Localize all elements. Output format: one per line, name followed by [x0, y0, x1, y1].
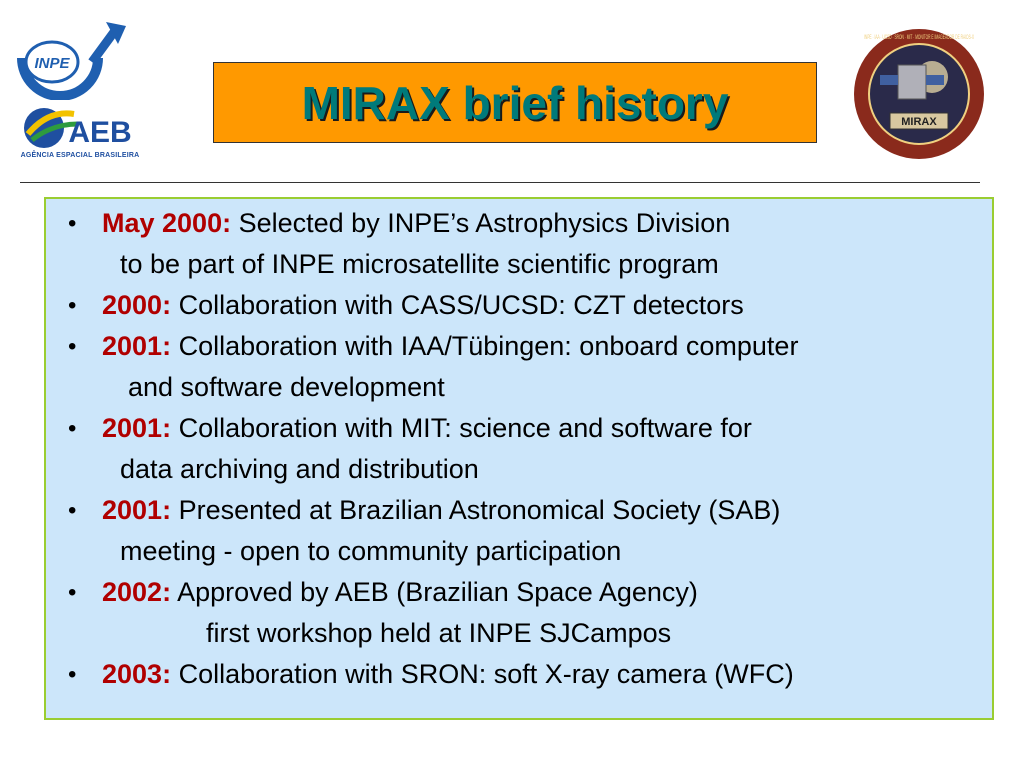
list-item: • 2001: Collaboration with IAA/Tübingen:…: [56, 326, 798, 408]
bullet: •: [68, 579, 77, 606]
list-item: • 2002: Approved by AEB (Brazilian Space…: [56, 572, 798, 654]
history-year: 2001:: [102, 495, 172, 525]
bullet: •: [68, 210, 77, 237]
aeb-caption: AGÊNCIA ESPACIAL BRASILEIRA: [20, 152, 140, 159]
history-text: Collaboration with IAA/Tübingen: onboard…: [178, 331, 799, 361]
history-panel: • May 2000: Selected by INPE’s Astrophys…: [44, 197, 994, 720]
history-text: Collaboration with CASS/UCSD: CZT detect…: [178, 290, 744, 320]
history-text-continued: meeting - open to community participatio…: [120, 536, 622, 566]
list-item: • 2003: Collaboration with SRON: soft X-…: [56, 654, 798, 695]
title-box: MIRAX brief history: [213, 62, 817, 143]
bullet: •: [68, 415, 77, 442]
aeb-logo: AEB AGÊNCIA ESPACIAL BRASILEIRA: [18, 100, 142, 162]
history-text: Presented at Brazilian Astronomical Soci…: [178, 495, 781, 525]
mirax-badge-ring-text: INPE · IAA · UCSD · SRON · MIT · MONITOR…: [864, 35, 974, 41]
list-item: • 2001: Collaboration with MIT: science …: [56, 408, 798, 490]
inpe-logo-text: INPE: [34, 55, 70, 72]
bullet: •: [68, 333, 77, 360]
bullet: •: [68, 292, 77, 319]
bullet: •: [68, 497, 77, 524]
list-item: • May 2000: Selected by INPE’s Astrophys…: [56, 203, 798, 285]
bullet: •: [68, 661, 77, 688]
history-text: Collaboration with SRON: soft X-ray came…: [178, 659, 794, 689]
mirax-badge-text: MIRAX: [901, 116, 937, 128]
aeb-logo-text: AEB: [68, 116, 131, 149]
history-year: May 2000:: [102, 208, 232, 238]
history-list: • May 2000: Selected by INPE’s Astrophys…: [56, 203, 798, 695]
inpe-logo: INPE: [14, 18, 130, 101]
history-text-continued: and software development: [128, 372, 445, 402]
history-text-continued: first workshop held at INPE SJCampos: [206, 618, 672, 648]
history-year: 2001:: [102, 331, 172, 361]
history-text-continued: to be part of INPE microsatellite scient…: [120, 249, 719, 279]
list-item: • 2000: Collaboration with CASS/UCSD: CZ…: [56, 285, 798, 326]
history-year: 2000:: [102, 290, 172, 320]
history-text-continued: data archiving and distribution: [120, 454, 479, 484]
history-text: Collaboration with MIT: science and soft…: [178, 413, 752, 443]
history-year: 2001:: [102, 413, 172, 443]
history-year: 2002:: [102, 577, 172, 607]
history-year: 2003:: [102, 659, 172, 689]
history-text: Selected by INPE’s Astrophysics Division: [238, 208, 731, 238]
page-title: MIRAX brief history: [301, 76, 729, 129]
header-divider: [20, 182, 980, 183]
mirax-mission-badge: MIRAX INPE · IAA · UCSD · SRON · MIT · M…: [852, 27, 986, 161]
history-text: Approved by AEB (Brazilian Space Agency): [177, 577, 698, 607]
list-item: • 2001: Presented at Brazilian Astronomi…: [56, 490, 798, 572]
